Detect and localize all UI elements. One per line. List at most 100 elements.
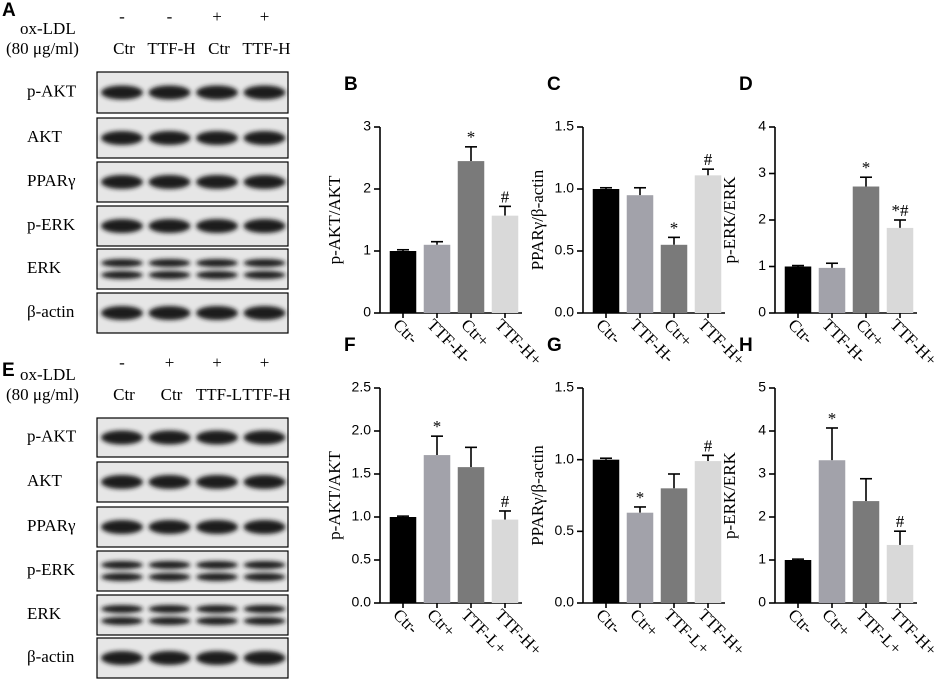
band	[148, 306, 191, 320]
treatment-sign: +	[260, 353, 270, 372]
x-tick-label: Ctr-	[389, 605, 422, 638]
group-label: TTF-H	[242, 39, 290, 58]
band	[196, 430, 238, 445]
y-tick-label: 1.5	[352, 465, 372, 481]
y-tick-label: 2	[758, 211, 766, 227]
band	[101, 175, 143, 189]
band	[243, 617, 286, 625]
band	[196, 259, 238, 267]
band	[196, 605, 238, 613]
panel-letter: D	[739, 74, 753, 95]
band	[243, 651, 286, 665]
band	[243, 430, 286, 445]
bar	[457, 467, 485, 603]
bands	[101, 430, 286, 445]
band	[196, 175, 238, 189]
band	[101, 306, 143, 320]
band	[196, 651, 238, 665]
bands	[101, 85, 286, 100]
row-label: ERK	[27, 604, 62, 623]
x-tick-label: TTF-H+	[886, 315, 934, 369]
band	[101, 573, 143, 581]
bands	[101, 605, 286, 625]
significance-mark: *	[433, 417, 442, 436]
band	[196, 561, 238, 569]
bar	[886, 544, 914, 603]
band	[196, 520, 238, 534]
y-tick-label: 0.0	[352, 594, 372, 610]
bands	[101, 306, 286, 320]
group-label: TTF-H	[147, 39, 195, 58]
bar	[626, 195, 654, 313]
bar	[491, 215, 519, 313]
band	[101, 430, 143, 445]
bar	[457, 161, 485, 313]
treatment-sign: +	[212, 353, 222, 372]
y-axis-label: p-AKT/AKT	[325, 451, 344, 540]
y-tick-label: 2	[758, 508, 766, 524]
row-label: β-actin	[27, 647, 75, 666]
y-tick-label: 1	[758, 551, 766, 567]
band	[243, 271, 286, 279]
bar	[660, 488, 688, 603]
x-tick-label: Ctr-	[592, 605, 625, 638]
bar	[818, 267, 846, 313]
band	[196, 85, 238, 100]
bar	[852, 501, 880, 603]
treatment-sign: -	[167, 7, 173, 26]
treatment-sign: -	[119, 353, 125, 372]
band	[148, 651, 191, 665]
y-tick-label: 1.5	[555, 379, 575, 395]
y-tick-label: 0.5	[555, 522, 575, 538]
group-label: Ctr	[113, 39, 135, 58]
treatment-sign: +	[165, 353, 175, 372]
panel-letter: H	[739, 335, 753, 356]
bar	[784, 560, 812, 603]
y-tick-label: 2	[363, 180, 371, 196]
y-axis-label: PPARγ/β-actin	[528, 169, 547, 270]
band	[243, 259, 286, 267]
bar	[423, 455, 451, 603]
row-label: AKT	[27, 127, 63, 146]
y-tick-label: 5	[758, 379, 766, 395]
bar	[592, 189, 620, 313]
band	[101, 475, 143, 489]
band	[196, 131, 238, 145]
bar	[694, 175, 722, 313]
y-tick-label: 2.5	[352, 379, 372, 395]
row-label: p-ERK	[27, 215, 76, 234]
band	[148, 605, 191, 613]
treatment-sign: +	[260, 7, 270, 26]
y-tick-label: 1.5	[555, 118, 575, 134]
panel-letter: G	[547, 335, 562, 356]
x-tick-label: Ctr-	[592, 315, 625, 348]
y-tick-label: 4	[758, 422, 766, 438]
band	[101, 219, 143, 233]
blot-box	[96, 550, 289, 592]
band	[148, 271, 191, 279]
y-tick-label: 1	[758, 257, 766, 273]
bar	[592, 459, 620, 603]
band	[101, 605, 143, 613]
y-axis-label: p-AKT/AKT	[325, 175, 344, 264]
x-tick-label: Ctr+	[423, 605, 459, 641]
y-tick-label: 0.0	[555, 594, 575, 610]
bands	[101, 175, 286, 189]
bands	[101, 131, 286, 145]
panel-letter: C	[547, 74, 561, 95]
band	[196, 475, 238, 489]
bar	[886, 227, 914, 313]
panel-letter: B	[344, 74, 358, 95]
band	[243, 561, 286, 569]
band	[148, 561, 191, 569]
y-tick-label: 1.0	[555, 450, 575, 466]
treatment-label: ox-LDL	[20, 365, 76, 384]
row-label: p-ERK	[27, 560, 76, 579]
bands	[101, 259, 286, 279]
group-label: Ctr	[161, 385, 183, 404]
bar	[389, 517, 417, 603]
bands	[101, 219, 286, 233]
x-tick-label: Ctr-	[389, 315, 422, 348]
row-label: PPARγ	[27, 171, 76, 190]
x-tick-label: Ctr+	[626, 605, 662, 641]
